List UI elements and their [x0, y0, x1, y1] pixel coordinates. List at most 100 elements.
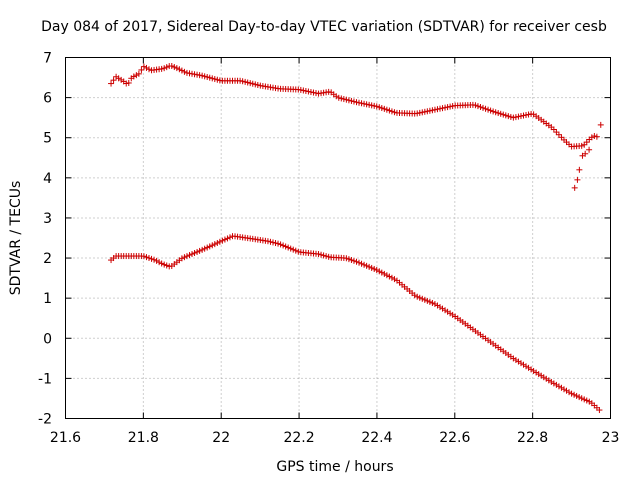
data-point-lower	[280, 242, 287, 249]
data-point-lower	[568, 390, 575, 397]
data-point-lower	[416, 294, 423, 301]
data-point-lower	[196, 247, 203, 254]
data-point-lower	[318, 251, 325, 258]
data-point-lower	[323, 253, 330, 260]
data-point-lower	[578, 395, 585, 402]
data-point-lower	[320, 252, 327, 259]
data-point-lower	[366, 263, 373, 270]
data-point-upper	[495, 110, 502, 117]
data-point-upper	[502, 112, 509, 119]
data-point-upper	[143, 64, 150, 71]
data-point-upper	[474, 103, 481, 110]
y-axis-label: SDTVAR / TECUs	[8, 181, 24, 296]
data-point-upper	[133, 72, 140, 79]
data-point-lower	[550, 380, 557, 387]
data-point-lower	[553, 381, 560, 388]
data-point-upper	[421, 108, 428, 115]
data-point-lower	[163, 262, 170, 269]
data-point-upper	[391, 109, 398, 116]
y-tick-label: 1	[43, 291, 52, 307]
data-point-upper	[356, 99, 363, 106]
data-point-upper	[550, 126, 557, 133]
y-tick-label: 6	[43, 91, 52, 107]
data-point-lower	[158, 260, 165, 267]
data-point-upper	[586, 146, 593, 153]
data-point-upper	[447, 103, 454, 110]
data-point-lower	[194, 248, 201, 255]
data-point-upper	[163, 64, 170, 71]
data-point-upper	[181, 68, 188, 75]
data-point-upper	[108, 80, 115, 87]
data-point-upper	[297, 86, 304, 93]
data-point-upper	[161, 65, 168, 72]
data-point-upper	[439, 105, 446, 112]
data-point-lower	[353, 258, 360, 265]
data-point-upper	[350, 98, 357, 105]
data-point-lower	[140, 253, 147, 260]
data-point-lower	[371, 265, 378, 272]
data-point-upper	[500, 111, 507, 118]
data-point-lower	[378, 269, 385, 276]
x-tick-label: 22.6	[439, 430, 470, 446]
data-point-upper	[171, 64, 178, 71]
data-point-upper	[517, 113, 524, 120]
data-point-upper	[593, 133, 600, 140]
data-point-lower	[181, 254, 188, 261]
x-tick-label: 21.8	[128, 430, 159, 446]
data-point-upper	[388, 108, 395, 115]
y-tick-label: -2	[38, 412, 52, 428]
data-point-upper	[140, 63, 147, 70]
data-point-upper	[358, 100, 365, 107]
x-axis-label: GPS time / hours	[276, 459, 393, 475]
data-point-upper	[376, 104, 383, 111]
data-point-upper	[581, 141, 588, 148]
data-point-upper	[353, 99, 360, 106]
data-point-lower	[576, 394, 583, 401]
data-point-lower	[264, 238, 271, 245]
plot-frame	[65, 57, 611, 419]
data-point-upper	[480, 104, 487, 111]
x-tick-label: 22.4	[361, 430, 392, 446]
data-point-lower	[153, 257, 160, 264]
data-point-lower	[209, 242, 216, 249]
data-point-upper	[487, 107, 494, 114]
data-points	[108, 63, 604, 414]
data-point-upper	[525, 111, 532, 118]
data-point-upper	[371, 102, 378, 109]
data-point-lower	[429, 299, 436, 306]
data-point-upper	[485, 106, 492, 113]
data-point-upper	[244, 79, 251, 86]
data-point-lower	[315, 251, 322, 258]
data-point-upper	[497, 110, 504, 117]
data-point-upper	[214, 76, 221, 83]
data-point-lower	[426, 298, 433, 305]
data-point-upper	[242, 78, 249, 85]
data-point-upper	[345, 97, 352, 104]
data-point-upper	[578, 142, 585, 149]
data-point-lower	[566, 389, 573, 396]
data-point-upper	[520, 112, 527, 119]
x-axis-ticks: 21.6 21.8 22 22.2 22.4 22.6 22.8 23	[50, 57, 620, 446]
data-point-upper	[424, 108, 431, 115]
data-point-lower	[189, 251, 196, 258]
data-point-upper	[135, 70, 142, 77]
data-point-lower	[272, 240, 279, 247]
data-point-upper	[558, 134, 565, 141]
data-point-upper	[211, 76, 218, 83]
data-point-upper	[363, 101, 370, 108]
data-point-lower	[555, 383, 562, 390]
data-point-lower	[183, 253, 190, 260]
data-point-lower	[368, 264, 375, 271]
data-point-lower	[214, 239, 221, 246]
data-point-lower	[560, 386, 567, 393]
data-point-lower	[191, 250, 198, 257]
data-point-lower	[388, 274, 395, 281]
data-point-lower	[571, 391, 578, 398]
data-point-upper	[434, 106, 441, 113]
x-tick-label: 22	[212, 430, 230, 446]
y-tick-label: 0	[43, 331, 52, 347]
x-tick-label: 23	[602, 430, 620, 446]
data-point-upper	[206, 74, 213, 81]
data-point-upper	[176, 66, 183, 73]
